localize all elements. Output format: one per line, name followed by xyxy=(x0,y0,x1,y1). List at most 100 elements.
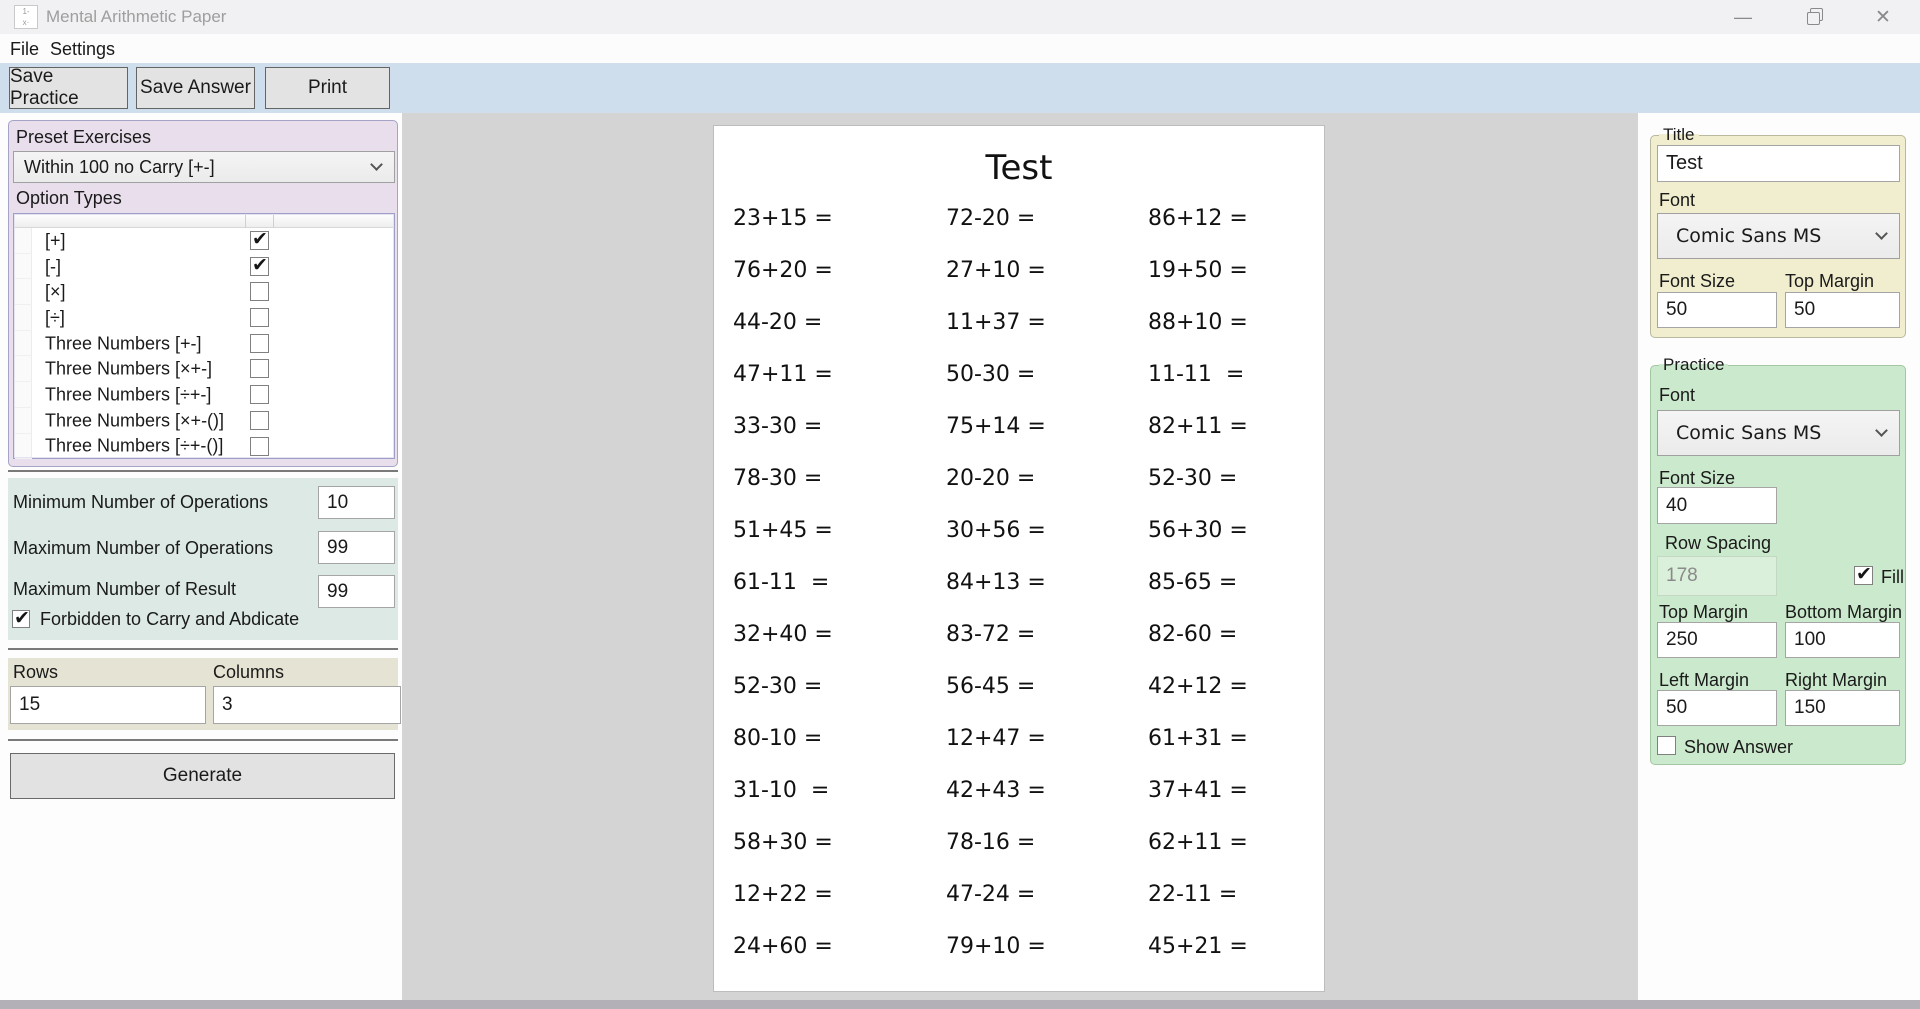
practice-font-size-label: Font Size xyxy=(1659,468,1736,488)
option-type-checkbox[interactable] xyxy=(250,228,269,251)
columns-label: Columns xyxy=(213,662,285,682)
problem-cell: 42+12 = xyxy=(1148,673,1248,699)
columns-input[interactable] xyxy=(213,686,401,724)
problem-cell: 52-30 = xyxy=(733,673,823,699)
option-type-checkbox[interactable] xyxy=(250,282,269,302)
problem-cell: 20-20 = xyxy=(946,466,1036,492)
preset-exercises-select[interactable]: Within 100 no Carry [+-] xyxy=(13,151,395,183)
save-answer-button[interactable]: Save Answer xyxy=(136,67,255,109)
row-header-cell xyxy=(15,305,32,331)
option-type-label: Three Numbers [+-] xyxy=(45,333,202,354)
fill-checkbox[interactable] xyxy=(1854,563,1873,586)
practice-font-size-input[interactable] xyxy=(1657,487,1777,524)
toolbar: Save Practice Save Answer Print xyxy=(0,63,1920,113)
option-type-row[interactable]: [+] xyxy=(15,228,393,254)
preset-exercises-label: Preset Exercises xyxy=(16,127,152,147)
title-group-legend: Title xyxy=(1659,125,1699,145)
option-type-row[interactable]: Three Numbers [×+-] xyxy=(15,356,393,383)
option-type-checkbox[interactable] xyxy=(250,410,269,430)
title-input[interactable] xyxy=(1657,145,1900,182)
preview-area: Test 23+15 = 72-20 = 86+12 = 76+20 = 27+10 =… xyxy=(402,113,1638,1000)
chevron-down-icon xyxy=(370,158,383,171)
option-type-row[interactable]: [-] xyxy=(15,254,393,280)
close-button[interactable]: ✕ xyxy=(1875,6,1891,28)
problem-cell: 50-30 = xyxy=(946,362,1036,388)
practice-group-legend: Practice xyxy=(1659,355,1729,375)
problem-cell: 79+10 = xyxy=(946,933,1046,959)
problem-cell: 30+56 = xyxy=(946,518,1046,544)
problem-cell: 86+12 = xyxy=(1148,206,1248,232)
problem-cell: 76+20 = xyxy=(733,258,833,284)
option-type-checkbox[interactable] xyxy=(250,308,269,328)
option-type-label: [÷] xyxy=(45,307,65,328)
title-font-value: Comic Sans MS xyxy=(1676,225,1822,247)
option-type-checkbox[interactable] xyxy=(250,436,269,456)
practice-left-margin-input[interactable] xyxy=(1657,690,1777,726)
option-type-label: Three Numbers [×+-] xyxy=(45,358,213,379)
row-header-cell xyxy=(15,434,32,460)
option-type-label: [×] xyxy=(45,281,66,302)
print-button[interactable]: Print xyxy=(265,67,390,109)
title-font-select[interactable]: Comic Sans MS xyxy=(1657,213,1900,259)
option-type-checkbox[interactable] xyxy=(250,359,269,379)
problem-cell: 85-65 = xyxy=(1148,570,1238,596)
practice-right-margin-label: Right Margin xyxy=(1785,670,1888,690)
problem-cell: 61+31 = xyxy=(1148,725,1248,751)
problem-cell: 45+21 = xyxy=(1148,933,1248,959)
practice-font-select[interactable]: Comic Sans MS xyxy=(1657,410,1900,456)
option-type-row[interactable]: Three Numbers [÷+-()] xyxy=(15,434,393,460)
fill-label: Fill xyxy=(1881,567,1904,587)
option-type-checkbox[interactable] xyxy=(250,254,269,277)
show-answer-checkbox[interactable] xyxy=(1657,736,1676,755)
practice-bottom-margin-label: Bottom Margin xyxy=(1785,602,1903,622)
title-top-margin-label: Top Margin xyxy=(1785,271,1875,291)
menu-file[interactable]: File xyxy=(10,39,40,59)
option-type-row[interactable]: Three Numbers [×+-()] xyxy=(15,408,393,434)
paper-preview: Test 23+15 = 72-20 = 86+12 = 76+20 = 27+10 =… xyxy=(713,125,1325,992)
problem-cell: 82+11 = xyxy=(1148,414,1248,440)
generate-button[interactable]: Generate xyxy=(10,753,395,799)
problem-cell: 33-30 = xyxy=(733,414,823,440)
row-header-cell xyxy=(15,228,32,254)
separator xyxy=(8,470,398,472)
max-result-input[interactable] xyxy=(318,575,395,608)
practice-font-value: Comic Sans MS xyxy=(1676,422,1822,444)
option-type-row[interactable]: Three Numbers [÷+-] xyxy=(15,382,393,408)
row-spacing-input xyxy=(1657,556,1777,596)
option-type-row[interactable]: [÷] xyxy=(15,305,393,331)
problem-cell: 84+13 = xyxy=(946,570,1046,596)
separator xyxy=(8,648,398,650)
min-operations-input[interactable] xyxy=(318,486,395,519)
practice-top-margin-input[interactable] xyxy=(1657,622,1777,658)
forbid-carry-checkbox[interactable] xyxy=(12,607,30,630)
option-type-checkbox[interactable] xyxy=(250,333,269,353)
title-top-margin-input[interactable] xyxy=(1785,292,1900,328)
option-type-row[interactable]: Three Numbers [+-] xyxy=(15,331,393,357)
preset-selected-value: Within 100 no Carry [+-] xyxy=(24,157,215,177)
problem-cell: 22-11 = xyxy=(1148,881,1238,907)
restore-icon xyxy=(1806,7,1823,25)
practice-right-margin-input[interactable] xyxy=(1785,690,1900,726)
save-practice-button[interactable]: Save Practice xyxy=(9,66,128,109)
problems-grid: 23+15 = 72-20 = 86+12 = 76+20 = 27+10 = 19+50… xyxy=(733,193,1320,972)
minimize-button[interactable]: — xyxy=(1734,6,1752,27)
practice-bottom-margin-input[interactable] xyxy=(1785,622,1900,658)
rows-input[interactable] xyxy=(10,686,206,724)
option-type-row[interactable]: [×] xyxy=(15,279,393,306)
max-operations-input[interactable] xyxy=(318,531,395,564)
problem-cell: 37+41 = xyxy=(1148,777,1248,803)
title-group: Title Font Comic Sans MS Font Size Top M… xyxy=(1650,125,1906,338)
row-header-cell xyxy=(15,279,32,306)
practice-group: Practice Font Comic Sans MS Font Size Ro… xyxy=(1650,355,1906,765)
problem-cell: 12+47 = xyxy=(946,725,1046,751)
row-header-cell xyxy=(15,331,32,357)
chevron-down-icon xyxy=(1875,424,1888,437)
min-operations-label: Minimum Number of Operations xyxy=(13,492,269,512)
horizontal-scrollbar[interactable] xyxy=(0,1000,1920,1009)
row-header-cell xyxy=(15,408,32,434)
menu-settings[interactable]: Settings xyxy=(50,39,116,59)
option-type-label: Three Numbers [÷+-()] xyxy=(45,435,224,456)
restore-button[interactable] xyxy=(1789,0,1835,34)
option-type-checkbox[interactable] xyxy=(250,385,269,405)
title-font-size-input[interactable] xyxy=(1657,292,1777,328)
